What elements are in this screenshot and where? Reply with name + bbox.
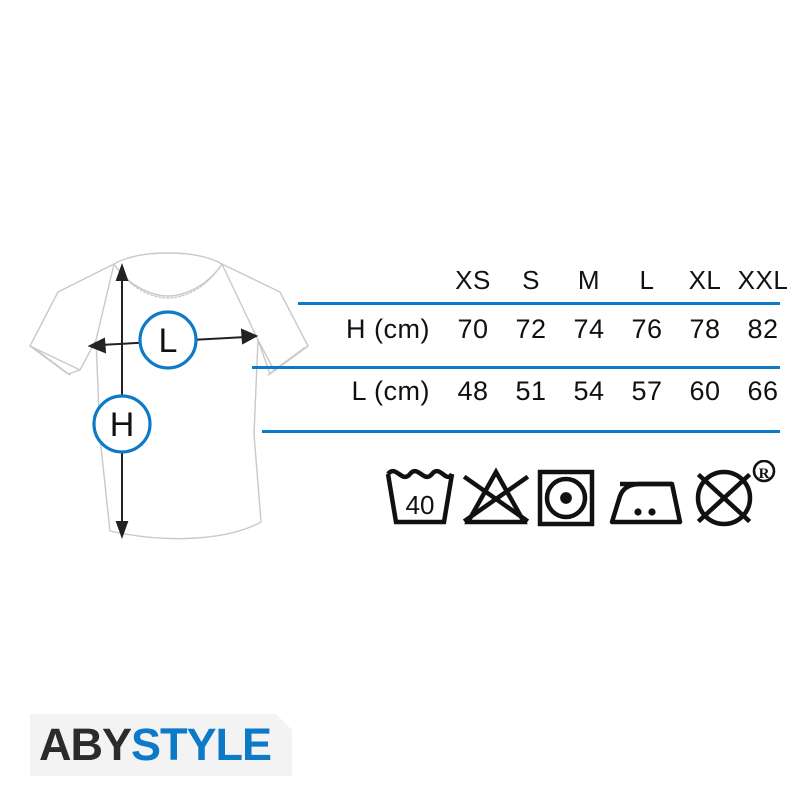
- table-rule-top: [298, 302, 780, 305]
- logo-wordmark: ABYSTYLE: [39, 716, 272, 774]
- table-rule-bottom: [262, 430, 780, 433]
- do-not-bleach-icon: [462, 467, 530, 525]
- do-not-dry-clean-icon: [695, 469, 753, 527]
- cell-height-xxl: 82: [747, 313, 779, 344]
- wash-40-icon: 40: [385, 468, 455, 525]
- row-label-length: L (cm): [351, 375, 430, 406]
- table-rule-middle: [252, 366, 780, 369]
- logo-plate: [30, 714, 292, 776]
- abystyle-logo: ABYSTYLE: [30, 714, 292, 776]
- cell-length-xl: 60: [689, 375, 721, 406]
- size-header-s: S: [522, 265, 540, 295]
- cell-length-xxl: 66: [747, 375, 779, 406]
- cell-length-m: 54: [573, 375, 605, 406]
- length-badge: L: [138, 310, 198, 370]
- size-header-xxl: XXL: [737, 265, 789, 295]
- tshirt-illustration: L H: [18, 248, 318, 556]
- cell-height-s: 72: [515, 313, 547, 344]
- table-row: L (cm) 48 51 54 57 60 66: [240, 360, 792, 422]
- cell-height-m: 74: [573, 313, 605, 344]
- table-row: H (cm) 70 72 74 76 78 82: [240, 298, 792, 360]
- svg-text:H: H: [110, 406, 135, 444]
- svg-text:40: 40: [406, 490, 435, 520]
- header-corner-blank: [240, 250, 444, 298]
- registered-trademark-icon: R: [752, 460, 776, 483]
- logo-text-aby: ABY: [39, 719, 132, 770]
- table-header-row: XS S M L XL XXL: [240, 250, 792, 298]
- size-header-xs: XS: [455, 265, 491, 295]
- size-header-xl: XL: [688, 265, 722, 295]
- care-symbols-row: 40: [382, 460, 782, 552]
- svg-text:L: L: [159, 322, 178, 360]
- cell-height-xl: 78: [689, 313, 721, 344]
- cell-length-s: 51: [515, 375, 547, 406]
- logo-text-style: STYLE: [131, 719, 272, 770]
- cell-length-xs: 48: [457, 375, 489, 406]
- height-badge: H: [92, 394, 152, 454]
- svg-text:R: R: [759, 466, 770, 482]
- iron-medium-icon: [609, 481, 683, 525]
- cell-height-l: 76: [631, 313, 663, 344]
- tumble-dry-low-icon: [537, 469, 595, 527]
- size-header-l: L: [639, 265, 655, 295]
- size-header-m: M: [577, 265, 601, 295]
- measurements-table: XS S M L XL XXL H (cm) 70 72 74 76 78 82: [240, 250, 792, 422]
- cell-length-l: 57: [631, 375, 663, 406]
- cell-height-xs: 70: [457, 313, 489, 344]
- row-label-height: H (cm): [346, 313, 430, 344]
- size-table: XS S M L XL XXL H (cm) 70 72 74 76 78 82: [240, 250, 788, 433]
